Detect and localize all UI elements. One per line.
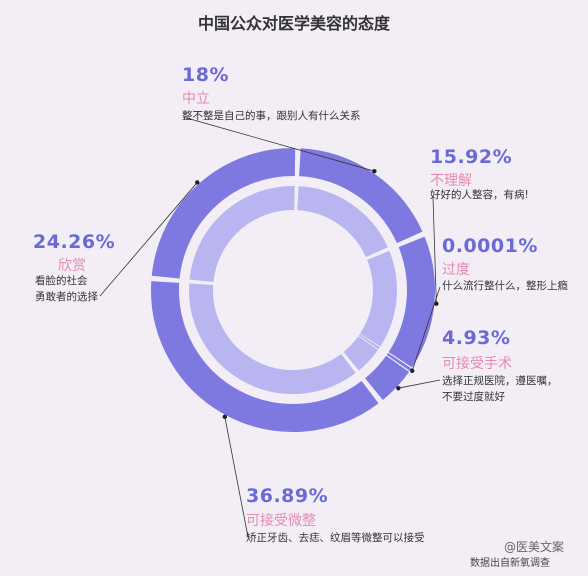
label-surgery-desc-line2: 不要过度就好 — [442, 391, 505, 403]
label-surgery-desc-line1: 选择正规医院，遵医嘱， — [442, 375, 558, 387]
inner-slice-4 — [343, 335, 378, 371]
label-surgery-percent: 4.93% — [442, 327, 511, 349]
label-neutral-desc: 整不整是自己的事，跟别人有什么关系 — [182, 110, 361, 122]
outer-slice-2 — [388, 236, 435, 368]
watermark: @医美文案 — [504, 540, 565, 554]
leader-dot-3 — [410, 368, 415, 373]
label-admire-desc-line2: 勇敢者的选择 — [35, 291, 98, 303]
inner-slice-3 — [358, 334, 380, 350]
leader-line-5 — [224, 416, 249, 538]
outer-slice-4 — [364, 355, 410, 400]
label-neutral-percent: 18% — [182, 64, 229, 86]
chart-title: 中国公众对医学美容的态度 — [197, 14, 390, 33]
outer-slice-1 — [298, 148, 423, 244]
leader-dot-1 — [372, 168, 377, 174]
source-note: 数据出自新氧调查 — [470, 558, 550, 569]
label-admire-category: 欣赏 — [58, 258, 86, 274]
label-surgery-category: 可接受手术 — [442, 356, 512, 372]
label-neutral-category: 中立 — [182, 91, 210, 107]
leader-dot-4 — [396, 385, 401, 391]
label-not-understand-percent: 15.92% — [430, 146, 513, 168]
label-not-understand-category: 不理解 — [430, 173, 472, 189]
inner-slice-2 — [359, 250, 397, 347]
label-admire-percent: 24.26% — [33, 231, 116, 253]
inner-slice-1 — [296, 186, 388, 258]
leader-line-4 — [398, 379, 441, 389]
label-excessive-desc: 什么流行整什么，整形上瘾 — [442, 280, 568, 292]
leader-line-1 — [182, 116, 375, 172]
leader-dot-6 — [195, 180, 200, 185]
label-micro-category: 可接受微整 — [246, 513, 316, 529]
leader-dot-5 — [222, 414, 228, 420]
label-micro-percent: 36.89% — [246, 485, 329, 507]
inner-slice-5 — [189, 283, 356, 394]
leader-line-3 — [411, 286, 441, 371]
label-not-understand-desc: 好好的人整容，有病! — [430, 189, 529, 201]
label-micro-desc: 矫正牙齿、去痣、纹眉等微整可以接受 — [246, 532, 425, 544]
outer-slice-6 — [151, 148, 296, 279]
label-excessive-percent: 0.0001% — [442, 235, 538, 257]
outer-slice-3 — [386, 352, 412, 371]
outer-slice-5 — [151, 281, 379, 432]
leader-line-6 — [99, 182, 198, 297]
label-admire-desc-line1: 看脸的社会 — [35, 275, 88, 287]
leader-line-2 — [432, 196, 437, 304]
label-excessive-category: 过度 — [442, 262, 470, 278]
inner-slice-6 — [189, 186, 295, 283]
